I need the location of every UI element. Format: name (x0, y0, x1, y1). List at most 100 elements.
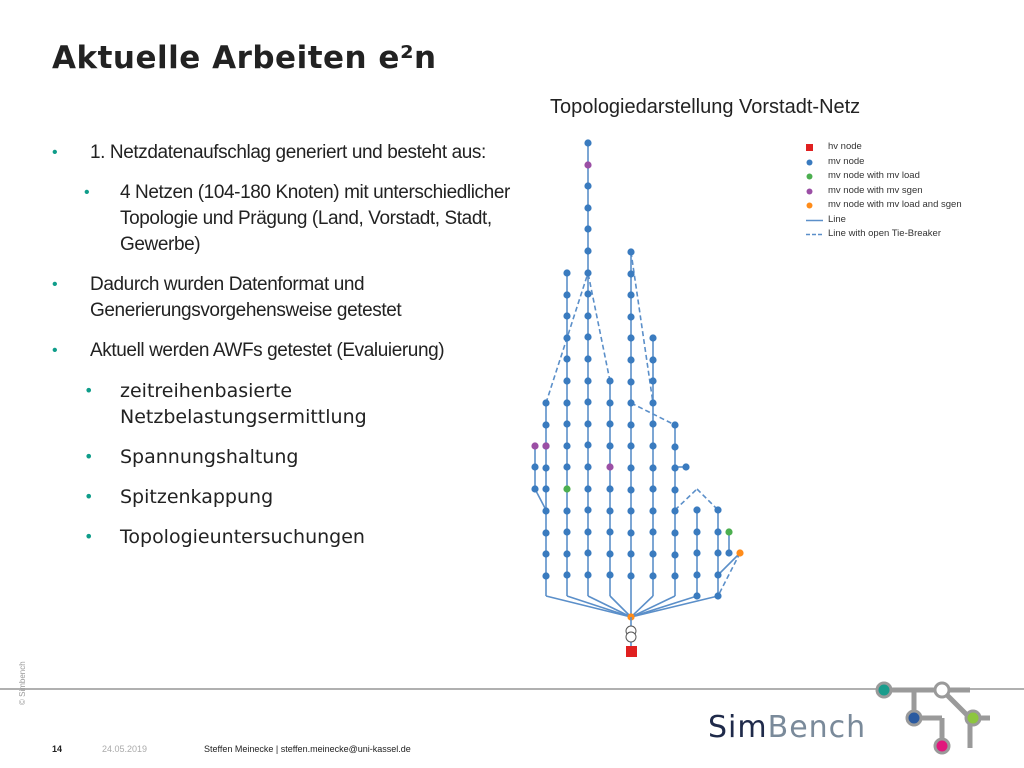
bullet-item: • Spitzenkappung (84, 486, 274, 508)
page-number: 14 (52, 744, 63, 754)
mv-node (584, 247, 592, 255)
mv-node (649, 399, 657, 407)
mv-node (649, 464, 657, 472)
footer-author: Steffen Meinecke | steffen.meinecke@uni-… (204, 744, 411, 754)
bullet-dot-icon: • (84, 487, 94, 506)
mv-node (542, 464, 550, 472)
mv-node (563, 485, 571, 493)
legend-item: mv node with mv sgen (806, 184, 962, 199)
tie-breaker-line (587, 272, 611, 382)
mv-node (627, 442, 635, 450)
line (566, 595, 632, 618)
mv-node (563, 420, 571, 428)
diagram-title: Topologiedarstellung Vorstadt-Netz (550, 96, 861, 118)
bullet-item: • zeitreihenbasierte Netzbelastungsermitt… (84, 380, 367, 428)
transformer-icon (625, 631, 637, 643)
mv-node (627, 486, 635, 494)
mv-node (563, 312, 571, 320)
mv-node (606, 485, 614, 493)
mv-node (584, 549, 592, 557)
mv-node (563, 571, 571, 579)
mv-node (606, 507, 614, 515)
mv-node (542, 399, 550, 407)
mv-node (584, 290, 592, 298)
mv-node (714, 528, 722, 536)
mv-node (693, 549, 701, 557)
mv-node (671, 486, 679, 494)
line-icon (806, 219, 823, 221)
mv-node (584, 204, 592, 212)
mv-node (542, 421, 550, 429)
mv-node (693, 592, 701, 600)
mv-node (671, 464, 679, 472)
mv-node (606, 442, 614, 450)
tie-breaker-line (630, 251, 654, 404)
bullet-item: • Topologieuntersuchungen (84, 526, 365, 548)
line (630, 595, 719, 618)
mv-node (563, 507, 571, 515)
mv-node (542, 507, 550, 515)
mv-node (627, 507, 635, 515)
mv-node (714, 549, 722, 557)
mv-node (627, 270, 635, 278)
sgen-node-dot-icon (806, 188, 813, 194)
dashed-line-icon (806, 233, 823, 236)
mv-node (606, 571, 614, 579)
line (587, 595, 632, 618)
mv-node (584, 485, 592, 493)
hv-node (626, 646, 637, 657)
bullet-dot-icon: • (52, 342, 58, 359)
bullet-list: • 1. Netzdatenaufschlag generiert und bes… (52, 140, 522, 564)
mv-node (627, 550, 635, 558)
mv-node (563, 463, 571, 471)
bullet-item: • Aktuell werden AWFs getestet (Evaluieru… (52, 338, 522, 364)
mv-node (563, 269, 571, 277)
mv-node (531, 485, 539, 493)
mv-node (671, 529, 679, 537)
mv-node (714, 571, 722, 579)
mv-node (584, 441, 592, 449)
simbench-network-logo-icon (875, 681, 990, 755)
tie-breaker-line (717, 552, 741, 597)
mv-node (542, 550, 550, 558)
mv-node (542, 442, 550, 450)
bullet-dot-icon: • (84, 527, 94, 546)
mv-node (649, 356, 657, 364)
mv-node (584, 377, 592, 385)
mv-node (693, 506, 701, 514)
mv-node (649, 550, 657, 558)
mv-node (584, 139, 592, 147)
mv-node (627, 421, 635, 429)
bullet-item: • Spannungshaltung (84, 446, 299, 468)
mv-node (584, 571, 592, 579)
legend-item: Line with open Tie-Breaker (806, 227, 962, 242)
mv-node (563, 442, 571, 450)
mv-node (627, 399, 635, 407)
mv-node (671, 421, 679, 429)
mv-node (671, 572, 679, 580)
mv-node (542, 572, 550, 580)
mv-node (584, 161, 592, 169)
mv-node (606, 377, 614, 385)
mv-node (606, 463, 614, 471)
mv-node (584, 312, 592, 320)
mv-node (649, 528, 657, 536)
mv-node (563, 334, 571, 342)
mv-node (649, 485, 657, 493)
mv-node (584, 333, 592, 341)
legend-item: mv node with mv load (806, 169, 962, 184)
mv-node (627, 356, 635, 364)
mv-node (531, 442, 539, 450)
mv-node (584, 355, 592, 363)
mv-node (671, 551, 679, 559)
mv-node (563, 291, 571, 299)
tie-breaker-line (630, 402, 676, 426)
mv-node (531, 463, 539, 471)
mv-node (627, 334, 635, 342)
mv-node (725, 528, 733, 536)
line (630, 595, 676, 618)
mv-node (584, 463, 592, 471)
tie-breaker-line (696, 488, 719, 511)
hv-node-square-icon (806, 144, 813, 151)
side-copyright: © Simbench (18, 661, 27, 705)
